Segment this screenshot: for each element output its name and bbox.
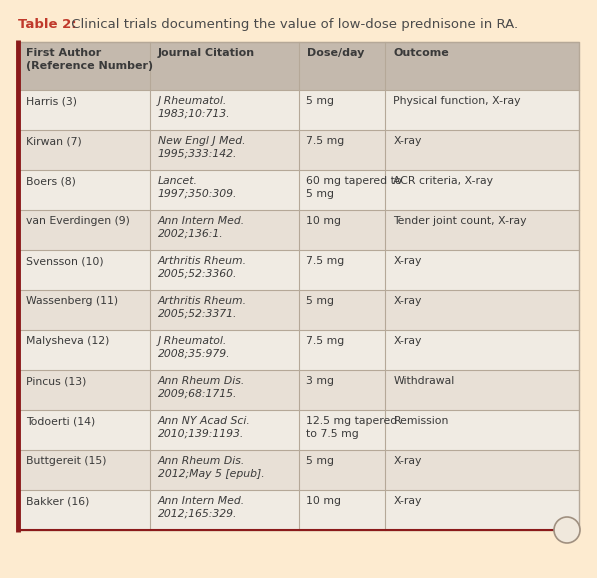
Text: Pincus (13): Pincus (13) xyxy=(26,376,87,386)
Text: Boers (8): Boers (8) xyxy=(26,176,76,186)
Text: J Rheumatol.
1983;10:713.: J Rheumatol. 1983;10:713. xyxy=(158,96,230,119)
Circle shape xyxy=(554,517,580,543)
Text: van Everdingen (9): van Everdingen (9) xyxy=(26,216,130,226)
Text: 7.5 mg: 7.5 mg xyxy=(306,336,344,346)
Text: New Engl J Med.
1995;333:142.: New Engl J Med. 1995;333:142. xyxy=(158,136,245,159)
Text: Bakker (16): Bakker (16) xyxy=(26,496,90,506)
Text: J Rheumatol.
2008;35:979.: J Rheumatol. 2008;35:979. xyxy=(158,336,230,359)
Text: 3 mg: 3 mg xyxy=(306,376,334,386)
Bar xyxy=(18,450,579,490)
Text: ACR criteria, X-ray: ACR criteria, X-ray xyxy=(393,176,494,186)
Text: Withdrawal: Withdrawal xyxy=(393,376,455,386)
Text: Dose/day: Dose/day xyxy=(306,48,364,58)
Text: Harris (3): Harris (3) xyxy=(26,96,77,106)
Text: Table 2:: Table 2: xyxy=(18,18,76,31)
Text: 10 mg: 10 mg xyxy=(306,216,341,226)
Bar xyxy=(18,410,579,450)
Text: 12.5 mg tapered
to 7.5 mg: 12.5 mg tapered to 7.5 mg xyxy=(306,416,398,439)
Text: Malysheva (12): Malysheva (12) xyxy=(26,336,109,346)
Text: Kirwan (7): Kirwan (7) xyxy=(26,136,82,146)
Text: Lancet.
1997;350:309.: Lancet. 1997;350:309. xyxy=(158,176,238,199)
Text: 7.5 mg: 7.5 mg xyxy=(306,136,344,146)
Text: Buttgereit (15): Buttgereit (15) xyxy=(26,456,106,466)
Text: 7.5 mg: 7.5 mg xyxy=(306,256,344,266)
Text: Outcome: Outcome xyxy=(393,48,449,58)
Text: X-ray: X-ray xyxy=(393,136,422,146)
Text: Todoerti (14): Todoerti (14) xyxy=(26,416,96,426)
Text: First Author
(Reference Number): First Author (Reference Number) xyxy=(26,48,153,71)
Bar xyxy=(18,290,579,330)
Text: X-ray: X-ray xyxy=(393,336,422,346)
Bar xyxy=(18,42,579,530)
Text: Remission: Remission xyxy=(393,416,449,426)
Bar xyxy=(18,170,579,210)
Bar xyxy=(18,42,579,90)
Text: Ann Rheum Dis.
2009;68:1715.: Ann Rheum Dis. 2009;68:1715. xyxy=(158,376,245,399)
Text: 10 mg: 10 mg xyxy=(306,496,341,506)
Text: 60 mg tapered to
5 mg: 60 mg tapered to 5 mg xyxy=(306,176,402,199)
Text: X-ray: X-ray xyxy=(393,496,422,506)
Bar xyxy=(18,210,579,250)
Text: 5 mg: 5 mg xyxy=(306,296,334,306)
Bar xyxy=(18,250,579,290)
Text: Svensson (10): Svensson (10) xyxy=(26,256,104,266)
Text: Physical function, X-ray: Physical function, X-ray xyxy=(393,96,521,106)
Text: Tender joint count, X-ray: Tender joint count, X-ray xyxy=(393,216,527,226)
Text: Ann NY Acad Sci.
2010;139:1193.: Ann NY Acad Sci. 2010;139:1193. xyxy=(158,416,251,439)
Text: Ann Intern Med.
2002;136:1.: Ann Intern Med. 2002;136:1. xyxy=(158,216,245,239)
Text: Ann Intern Med.
2012;165:329.: Ann Intern Med. 2012;165:329. xyxy=(158,496,245,519)
Text: X-ray: X-ray xyxy=(393,456,422,466)
Bar xyxy=(18,370,579,410)
Bar xyxy=(18,490,579,530)
Text: Ann Rheum Dis.
2012;May 5 [epub].: Ann Rheum Dis. 2012;May 5 [epub]. xyxy=(158,456,264,479)
Text: X-ray: X-ray xyxy=(393,256,422,266)
Bar xyxy=(18,90,579,130)
Bar xyxy=(18,330,579,370)
Text: Wassenberg (11): Wassenberg (11) xyxy=(26,296,118,306)
Text: X-ray: X-ray xyxy=(393,296,422,306)
Text: Arthritis Rheum.
2005;52:3360.: Arthritis Rheum. 2005;52:3360. xyxy=(158,256,247,279)
Text: Arthritis Rheum.
2005;52:3371.: Arthritis Rheum. 2005;52:3371. xyxy=(158,296,247,319)
Text: Journal Citation: Journal Citation xyxy=(158,48,255,58)
Bar xyxy=(18,130,579,170)
Text: 5 mg: 5 mg xyxy=(306,96,334,106)
Text: Clinical trials documenting the value of low-dose prednisone in RA.: Clinical trials documenting the value of… xyxy=(67,18,518,31)
Text: 5 mg: 5 mg xyxy=(306,456,334,466)
FancyBboxPatch shape xyxy=(4,4,593,574)
